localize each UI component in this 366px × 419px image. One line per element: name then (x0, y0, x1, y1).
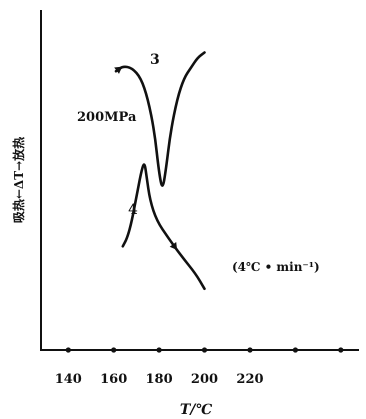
series-label-3: 3 (150, 52, 160, 68)
x-tick-label-160: 160 (100, 372, 127, 387)
x-tick-260 (338, 347, 344, 353)
y-axis-label: 吸热←ΔT→放热 (11, 137, 26, 223)
series-4-arrow-icon (169, 242, 178, 250)
curves (114, 51, 206, 291)
pressure-annotation: 200MPa (77, 110, 137, 125)
series-3-arrow-icon (114, 66, 123, 74)
rate-annotation: (4℃ • min⁻¹) (232, 260, 320, 274)
x-tick-220 (247, 347, 253, 353)
x-tick-140 (65, 347, 71, 353)
series-3-line (114, 51, 206, 187)
x-tick-180 (156, 347, 162, 353)
series-label-4: 4 (128, 202, 138, 218)
x-tick-label-140: 140 (55, 372, 82, 387)
x-ticks (65, 347, 344, 353)
x-tick-200 (201, 347, 208, 353)
x-tick-240 (292, 347, 298, 353)
x-tick-label-180: 180 (146, 372, 173, 387)
x-tick-160 (111, 347, 117, 353)
x-tick-label-200: 200 (191, 372, 218, 387)
x-tick-labels: 140 160 180 200 220 (55, 372, 264, 387)
x-axis-label: T/℃ (180, 402, 213, 418)
x-tick-label-220: 220 (236, 372, 263, 387)
